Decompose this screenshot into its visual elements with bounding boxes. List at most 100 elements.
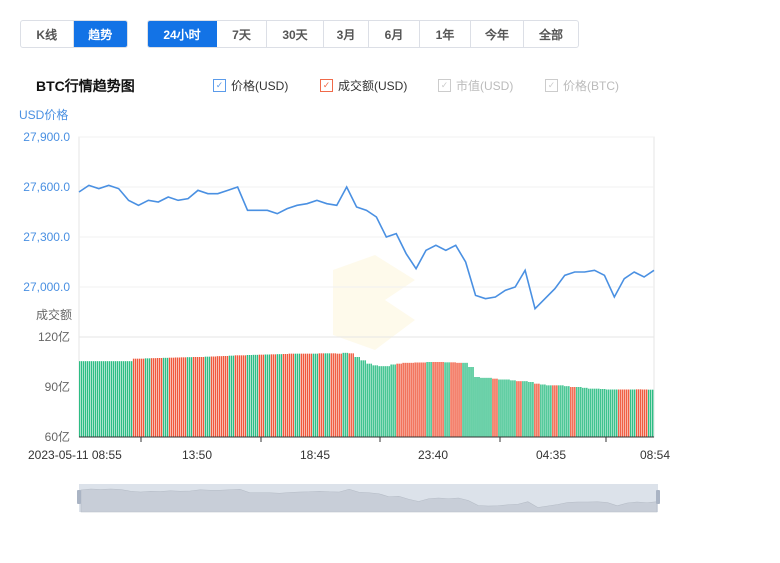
volume-bar [544,384,546,437]
volume-bar [272,354,275,437]
volume-axis-title: 成交额 [36,307,72,322]
volume-bar [644,389,646,437]
volume-bar [258,354,261,437]
volume-bar [246,355,249,437]
volume-bar [466,362,468,437]
slider-handle-left[interactable] [77,490,81,504]
volume-bar [206,356,209,437]
volume-bar [568,386,570,437]
tab-range-6[interactable]: 今年 [471,21,524,47]
volume-bar [582,387,584,437]
volume-bar [204,356,207,437]
tab-trend[interactable]: 趋势 [73,21,127,47]
volume-bar [322,353,324,437]
volume-bar [416,362,418,437]
legend-item-0[interactable]: ✓ 价格(USD) [213,77,288,94]
legend-item-2[interactable]: ✓ 市值(USD) [438,77,513,94]
volume-bar [584,387,586,437]
volume-bar [248,355,251,437]
tab-range-3[interactable]: 3月 [324,21,369,47]
legend-item-1[interactable]: ✓ 成交额(USD) [320,77,407,94]
volume-bar [310,353,312,437]
tab-range-2[interactable]: 30天 [267,21,324,47]
volume-bar [340,353,342,437]
volume-bar [408,362,410,437]
volume-bar [120,361,123,437]
volume-bar [428,362,430,437]
volume-bar [576,387,578,437]
volume-bar [502,379,504,437]
volume-bar [250,355,253,437]
legend-item-3[interactable]: ✓ 价格(BTC) [545,77,619,94]
volume-bar [162,357,165,437]
tab-range-0[interactable]: 24小时 [148,21,217,47]
volume-tick-label: 60亿 [45,429,70,444]
volume-bar [320,353,322,437]
tab-range-5[interactable]: 1年 [420,21,471,47]
volume-bar [548,385,550,437]
volume-bar [532,382,534,437]
legend-label: 价格(BTC) [563,79,619,93]
volume-bar [386,366,388,437]
volume-bar [126,361,129,437]
volume-bar [366,363,368,437]
volume-bar [266,354,269,437]
volume-bar [184,357,187,437]
volume-bar [224,356,227,437]
volume-bar [344,352,346,437]
volume-bar [464,362,466,437]
volume-bar [364,360,366,437]
volume-bar [524,381,526,437]
volume-bar [414,362,416,437]
volume-bar [254,354,257,437]
volume-bar [442,362,444,437]
volume-bar [448,362,450,437]
volume-bar [130,361,133,437]
volume-bar [280,354,283,437]
volume-bar [396,363,398,437]
volume-bar [462,362,464,437]
volume-bar [332,353,334,437]
tab-range-1[interactable]: 7天 [217,21,267,47]
volume-bar [336,353,338,437]
volume-bar [136,358,139,437]
volume-bar [518,381,520,437]
volume-bar [604,389,606,437]
volume-bar [300,353,303,437]
volume-bar [132,358,135,437]
checkbox-icon: ✓ [545,79,558,92]
volume-bar [608,389,610,437]
x-tick-label: 18:45 [300,448,330,462]
slider-handle-right[interactable] [656,490,660,504]
volume-bar [88,361,91,437]
volume-bar [510,380,512,437]
volume-bar [648,389,650,437]
volume-bar [586,387,588,437]
volume-bar [550,385,552,437]
volume-bar [216,356,219,437]
volume-bar [450,362,452,437]
volume-bar [490,377,492,437]
volume-tick-label: 120亿 [38,329,70,344]
volume-tick-label: 90亿 [45,379,70,394]
volume-bar [284,354,287,437]
volume-bar [140,358,143,437]
volume-bar [198,357,201,437]
volume-bar [520,381,522,437]
tab-range-7[interactable]: 全部 [538,27,563,42]
volume-bar [144,358,147,437]
volume-bar [376,365,378,437]
volume-bar [410,362,412,437]
volume-bar [118,361,121,437]
volume-bar [360,360,362,437]
tab-range-4[interactable]: 6月 [369,21,420,47]
volume-bar [594,388,596,437]
volume-bar [634,389,636,437]
tab-kline[interactable]: K线 [21,21,74,47]
volume-bar [602,389,604,437]
volume-bar [482,377,484,437]
volume-bar [172,357,175,437]
volume-bar [112,361,115,437]
volume-bar [318,353,320,437]
